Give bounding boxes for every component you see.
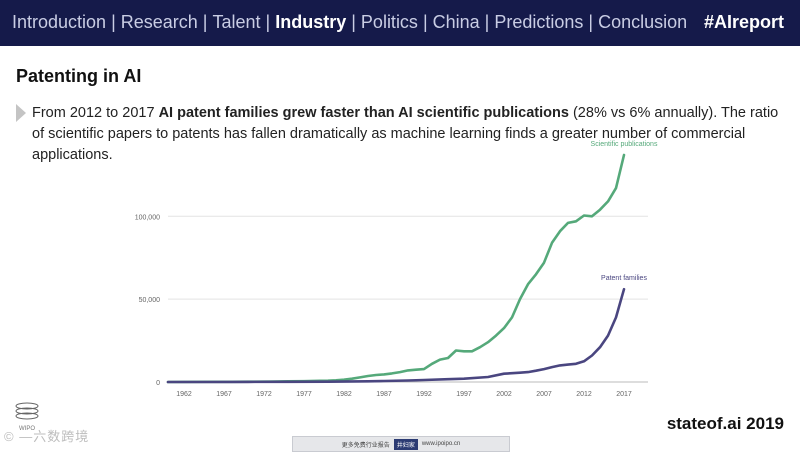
nav-separator: | — [588, 12, 594, 32]
bullet-arrow-icon — [16, 104, 26, 122]
x-tick-label: 2017 — [616, 391, 632, 398]
nav-tab-conclusion[interactable]: Conclusion — [598, 12, 688, 32]
nav-separator: | — [111, 12, 116, 32]
y-tick-label: 100,000 — [135, 214, 160, 221]
nav-tab-introduction[interactable]: Introduction — [12, 12, 107, 32]
slide-title: Patenting in AI — [16, 66, 142, 86]
wipo-logo-text: WIPO — [19, 426, 35, 432]
nav-tab-politics[interactable]: Politics — [360, 12, 418, 32]
hashtag-label: #AIreport — [703, 12, 784, 32]
x-tick-label: 1997 — [456, 391, 472, 398]
paragraph-rest: (28% vs 6% annually). The ratio of scien… — [32, 105, 779, 163]
nav-separator: | — [484, 12, 490, 32]
series-label-scientific-publications: Scientific publications — [591, 141, 658, 148]
wipo-emblem-icon — [15, 402, 39, 420]
paragraph-intro: From 2012 to 2017 — [32, 105, 159, 121]
footer-banner-url: www.ipoipo.cn — [421, 441, 461, 447]
footer-banner[interactable]: 更多免费行业报告 井妇家 www.ipoipo.cn — [292, 436, 510, 452]
x-tick-label: 1982 — [336, 391, 352, 398]
nav-tab-talent[interactable]: Talent — [212, 12, 261, 32]
section-nav: Introduction | Research | Talent | Industry | Po… — [12, 12, 687, 33]
x-tick-label: 2007 — [536, 391, 552, 398]
x-tick-label: 1972 — [256, 391, 272, 398]
wipo-logo: WIPO — [14, 400, 40, 432]
y-tick-label: 50,000 — [139, 297, 161, 304]
series-line-scientific-publications — [166, 153, 626, 384]
top-nav-bar: Introduction | Research | Talent | Industry | Po… — [0, 0, 800, 46]
nav-separator: | — [202, 12, 208, 32]
x-tick-label: 1977 — [296, 391, 312, 398]
nav-tab-predictions[interactable]: Predictions — [494, 12, 584, 32]
x-tick-label: 1992 — [416, 391, 432, 398]
y-tick-label: 0 — [156, 380, 160, 387]
series-label-patent-families: Patent families — [601, 275, 647, 282]
x-tick-label: 2012 — [576, 391, 592, 398]
footer-banner-logo: 井妇家 — [393, 438, 418, 450]
x-tick-label: 1967 — [216, 391, 232, 398]
watermark-text: © —六数跨境 — [4, 429, 90, 444]
nav-separator: | — [422, 12, 428, 32]
nav-tab-china[interactable]: China — [432, 12, 480, 32]
source-credit: stateof.ai 2019 — [666, 414, 784, 433]
x-tick-label: 1962 — [176, 391, 192, 398]
slide-paragraph: From 2012 to 2017 AI patent families gre… — [32, 103, 784, 166]
x-tick-label: 1987 — [376, 391, 392, 398]
nav-tab-research[interactable]: Research — [120, 12, 198, 32]
footer-banner-text: 更多免费行业报告 — [341, 442, 390, 449]
series-line-patent-families — [166, 287, 626, 384]
nav-separator: | — [265, 12, 271, 32]
x-tick-label: 2002 — [496, 391, 512, 398]
paragraph-highlight: AI patent families grew faster than AI s… — [158, 105, 569, 121]
nav-separator: | — [351, 12, 356, 32]
nav-tab-industry[interactable]: Industry — [275, 12, 347, 32]
